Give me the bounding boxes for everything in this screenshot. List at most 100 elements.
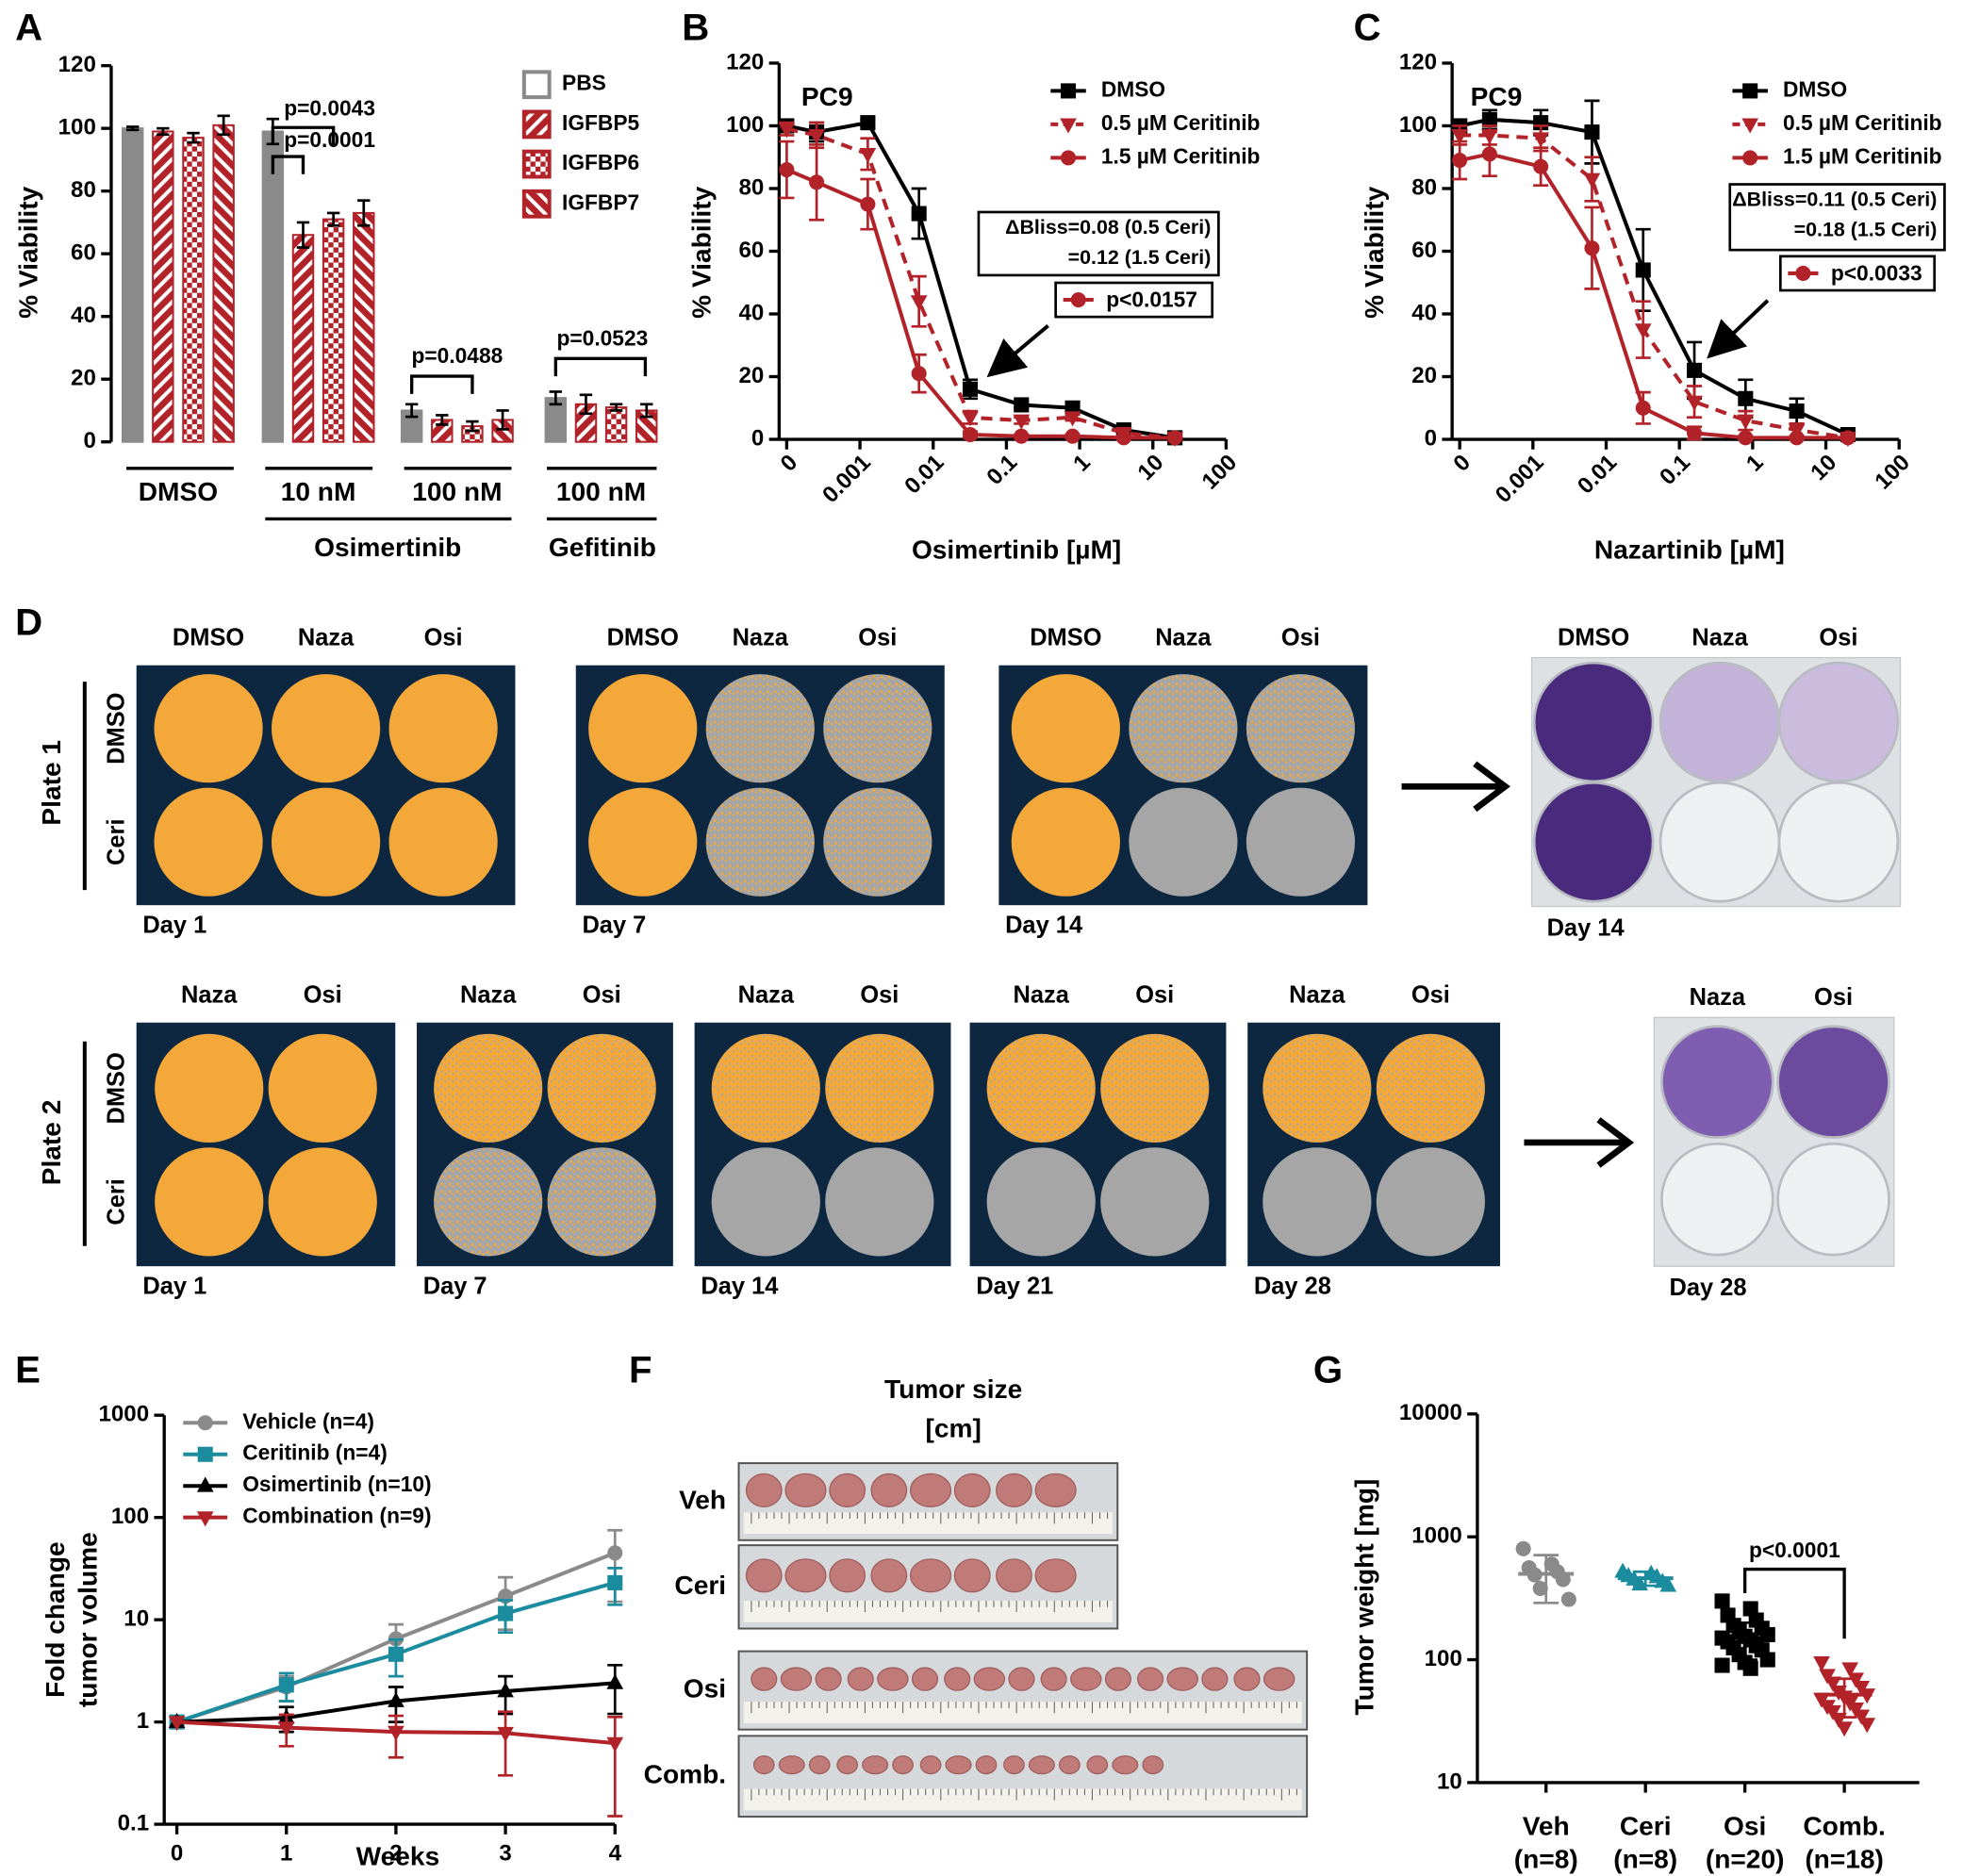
y-tick-label: 100 xyxy=(58,115,96,140)
y-tick-label: 40 xyxy=(71,303,96,328)
y-axis-label: % Viability xyxy=(686,186,716,318)
x-tick-label: Osi xyxy=(1724,1812,1766,1841)
annotation: ΔBliss=0.08 (0.5 Ceri) xyxy=(1005,216,1211,239)
well xyxy=(547,1033,656,1143)
well xyxy=(825,1147,934,1257)
y-tick-label: 120 xyxy=(58,52,96,77)
column-header: Osi xyxy=(304,981,342,1008)
tumor xyxy=(996,1558,1032,1593)
y-axis-label: Tumor weight [mg] xyxy=(1349,1479,1378,1716)
marker xyxy=(1714,1657,1730,1673)
well xyxy=(825,1033,934,1143)
panel-label: A xyxy=(15,7,42,49)
marker xyxy=(1789,430,1805,446)
legend-swatch xyxy=(521,189,552,219)
y-tick-label: 80 xyxy=(71,177,96,203)
marker xyxy=(808,129,825,145)
marker xyxy=(498,1605,514,1621)
legend-label: Vehicle (n=4) xyxy=(242,1408,374,1433)
marker xyxy=(1533,158,1549,174)
tumor xyxy=(784,1558,827,1593)
annotation: ΔBliss=0.11 (0.5 Ceri) xyxy=(1732,189,1937,211)
marker xyxy=(1824,1676,1841,1692)
tumor xyxy=(1034,1558,1077,1593)
panel-label: B xyxy=(682,7,709,49)
x-tick-sublabel: (n=18) xyxy=(1805,1844,1884,1873)
marker xyxy=(1532,1580,1548,1597)
well xyxy=(1100,1147,1210,1257)
well xyxy=(588,787,698,897)
marker xyxy=(1813,1656,1830,1672)
day-label: Day 7 xyxy=(423,1274,487,1300)
x-axis-label: Weeks xyxy=(356,1842,440,1871)
bracket xyxy=(409,374,474,394)
marker xyxy=(606,1736,624,1753)
legend-label: Combination (n=9) xyxy=(242,1504,431,1528)
well xyxy=(588,674,698,783)
tumor xyxy=(911,1667,939,1691)
well xyxy=(155,1147,264,1257)
column-header: Osi xyxy=(1411,981,1450,1008)
well xyxy=(434,1147,543,1257)
x-tick-sublabel: (n=8) xyxy=(1514,1844,1578,1873)
legend-marker xyxy=(1060,83,1077,99)
column-header: Osi xyxy=(1281,624,1320,650)
well xyxy=(272,787,381,897)
tumor xyxy=(909,1558,952,1593)
y-tick-label: 20 xyxy=(1411,363,1437,388)
tumor xyxy=(1003,1755,1025,1775)
x-tick-label: 0 xyxy=(171,1841,183,1867)
plate-label: Plate 1 xyxy=(37,740,66,826)
tumor xyxy=(1166,1667,1198,1691)
x-tick-sublabel: (n=8) xyxy=(1613,1844,1677,1873)
legend-marker xyxy=(196,1511,214,1527)
marker xyxy=(778,123,796,139)
marker xyxy=(1452,153,1468,169)
annotation: =0.12 (1.5 Ceri) xyxy=(1068,246,1212,269)
x-tick-label: 1 xyxy=(1741,450,1769,477)
tumor xyxy=(784,1473,827,1507)
column-header: Naza xyxy=(181,981,238,1008)
marker xyxy=(388,1691,404,1707)
p-label: p<0.0157 xyxy=(1106,287,1197,311)
group-label: Gefitinib xyxy=(549,533,656,562)
well xyxy=(986,1033,1096,1143)
panel-label: G xyxy=(1313,1348,1343,1391)
well xyxy=(986,1147,1096,1257)
y-tick-label: 120 xyxy=(726,49,764,74)
x-axis-label: Osimertinib [µM] xyxy=(912,535,1121,565)
marker xyxy=(911,366,927,382)
tumor xyxy=(919,1755,942,1775)
well xyxy=(711,1147,820,1257)
tumor xyxy=(953,1558,991,1593)
marker xyxy=(859,147,877,164)
column-header: Naza xyxy=(1691,624,1748,650)
photo-well xyxy=(1658,661,1781,783)
y-tick-label: 0 xyxy=(83,428,95,453)
well xyxy=(705,674,815,783)
legend-marker xyxy=(1060,150,1077,166)
tumor xyxy=(751,1667,778,1691)
day-label: Day 1 xyxy=(142,1274,206,1300)
tumor xyxy=(1070,1667,1102,1691)
marker xyxy=(1532,132,1550,148)
tumor xyxy=(953,1473,991,1507)
tumor xyxy=(1112,1755,1139,1775)
column-header: Naza xyxy=(738,981,795,1008)
column-header: DMSO xyxy=(607,624,679,650)
series-line xyxy=(785,120,1176,440)
arrow-head xyxy=(1473,761,1510,813)
x-tick-label: 0.1 xyxy=(982,450,1022,490)
row-label: Ceri xyxy=(103,1178,129,1225)
bar xyxy=(182,137,205,443)
column-header: Osi xyxy=(1819,624,1857,650)
legend-marker xyxy=(1742,150,1758,166)
tumor xyxy=(1040,1667,1067,1691)
x-tick-label: 100 xyxy=(1870,450,1915,495)
well xyxy=(268,1033,377,1143)
tumor xyxy=(808,1755,831,1775)
tumor xyxy=(1104,1667,1131,1691)
row-label: Ceri xyxy=(103,818,129,864)
marker xyxy=(1853,1681,1871,1697)
x-tick-label: 0.1 xyxy=(1655,450,1695,490)
